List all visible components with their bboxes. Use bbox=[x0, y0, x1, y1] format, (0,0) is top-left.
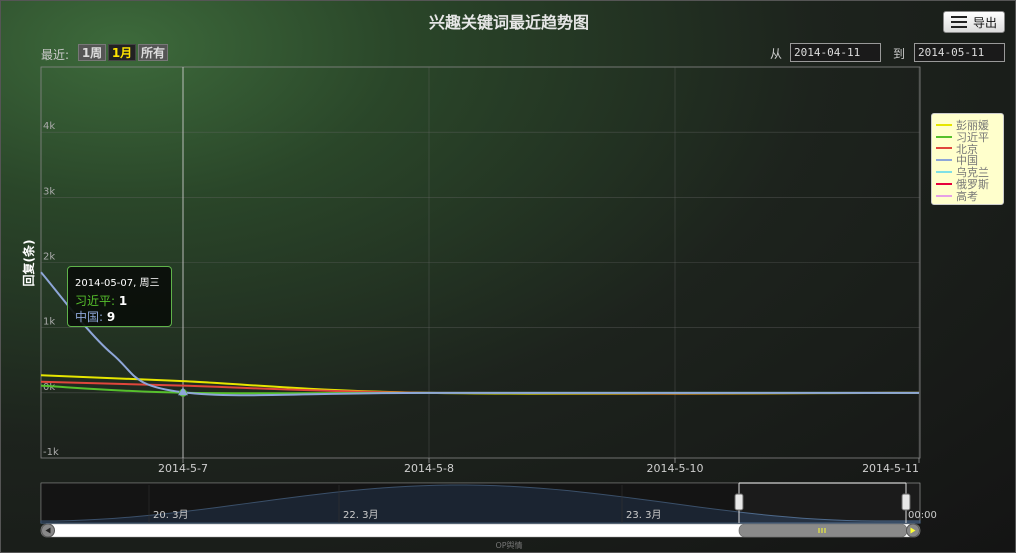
y-tick-label: -1k bbox=[43, 447, 59, 458]
credit-label: OP舆情 bbox=[495, 541, 523, 550]
hover-marker bbox=[178, 387, 188, 396]
navigator-tick-label: 00:00 bbox=[908, 510, 937, 521]
arrow-left-icon bbox=[45, 527, 51, 534]
legend-swatch bbox=[936, 194, 952, 197]
legend-item[interactable]: 北京 bbox=[936, 142, 999, 156]
tooltip-series-value: 1 bbox=[118, 294, 128, 308]
navigator-tick-label: 23. 3月 bbox=[626, 509, 661, 521]
y-tick-label: 1k bbox=[43, 317, 55, 328]
tooltip-date: 2014-05-07, 周三 bbox=[75, 278, 160, 289]
tooltip-row: 习近平: 1 bbox=[75, 294, 128, 308]
legend-swatch bbox=[936, 182, 952, 185]
y-tick-label: 3k bbox=[43, 186, 55, 197]
legend-label: 俄罗斯 bbox=[956, 177, 989, 191]
navigator-handle-left[interactable] bbox=[734, 493, 744, 511]
export-button[interactable]: 导出 bbox=[943, 11, 1005, 33]
legend-item[interactable]: 俄罗斯 bbox=[936, 177, 999, 191]
tooltip-series-name: 习近平 bbox=[75, 294, 112, 308]
series-line-4[interactable] bbox=[40, 271, 920, 397]
from-label: 从 bbox=[770, 47, 783, 61]
legend-item[interactable]: 高考 bbox=[936, 189, 999, 203]
chart-title: 兴趣关键词最近趋势图 bbox=[428, 13, 589, 32]
tooltip: 2014-05-07, 周三 习近平: 1 中国: 9 bbox=[67, 266, 172, 327]
tooltip-series-value: 9 bbox=[106, 310, 116, 324]
x-tick-label: 2014-5-8 bbox=[404, 462, 454, 475]
arrow-right-icon bbox=[910, 527, 916, 534]
legend-swatch bbox=[936, 147, 952, 150]
legend-label: 彭丽媛 bbox=[956, 118, 989, 132]
legend-swatch bbox=[936, 159, 952, 162]
legend-label: 北京 bbox=[956, 142, 978, 156]
range-selector-label: 最近: bbox=[41, 48, 70, 62]
menu-icon bbox=[950, 16, 967, 28]
range-button-1month[interactable]: 1月 bbox=[108, 44, 136, 61]
legend-item[interactable]: 习近平 bbox=[936, 130, 999, 144]
tooltip-row: 中国: 9 bbox=[75, 310, 116, 324]
navigator-handle-right[interactable] bbox=[901, 493, 911, 511]
x-tick-label: 2014-5-10 bbox=[647, 462, 704, 475]
to-label: 到 bbox=[893, 47, 906, 61]
y-tick-label: 2k bbox=[43, 252, 55, 263]
navigator[interactable]: 20. 3月 22. 3月 23. 3月 00:00 bbox=[40, 482, 937, 524]
legend-swatch bbox=[936, 123, 952, 126]
scrollbar[interactable] bbox=[40, 523, 921, 538]
legend: 彭丽媛 习近平 北京 中国 乌克兰 俄罗斯 高考 bbox=[931, 113, 1004, 205]
y-tick-label: 0k bbox=[43, 382, 55, 393]
range-button-1week[interactable]: 1周 bbox=[78, 44, 106, 61]
legend-item[interactable]: 中国 bbox=[936, 154, 999, 168]
y-axis-label: 回复(条) bbox=[21, 240, 36, 287]
scrollbar-grip-icon bbox=[818, 528, 826, 533]
range-button-all[interactable]: 所有 bbox=[138, 44, 168, 61]
navigator-mask-left bbox=[41, 483, 739, 523]
tooltip-series-name: 中国 bbox=[75, 310, 100, 324]
legend-item[interactable]: 彭丽媛 bbox=[936, 118, 999, 132]
from-date-input[interactable]: 2014-04-11 bbox=[790, 43, 881, 62]
x-tick-label: 2014-5-11 bbox=[862, 462, 919, 475]
navigator-tick-label: 20. 3月 bbox=[153, 509, 188, 521]
legend-swatch bbox=[936, 171, 952, 174]
y-tick-label: 4k bbox=[43, 121, 55, 132]
legend-swatch bbox=[936, 135, 952, 138]
to-date-input[interactable]: 2014-05-11 bbox=[914, 43, 1005, 62]
navigator-tick-label: 22. 3月 bbox=[343, 509, 378, 521]
legend-label: 高考 bbox=[956, 189, 978, 203]
navigator-series bbox=[40, 484, 921, 524]
legend-label: 乌克兰 bbox=[956, 166, 989, 180]
legend-label: 习近平 bbox=[956, 130, 989, 144]
legend-label: 中国 bbox=[956, 154, 978, 168]
export-label: 导出 bbox=[972, 15, 997, 30]
scrollbar-thumb[interactable] bbox=[738, 523, 908, 538]
x-tick-label: 2014-5-7 bbox=[158, 462, 208, 475]
legend-item[interactable]: 乌克兰 bbox=[936, 166, 999, 180]
